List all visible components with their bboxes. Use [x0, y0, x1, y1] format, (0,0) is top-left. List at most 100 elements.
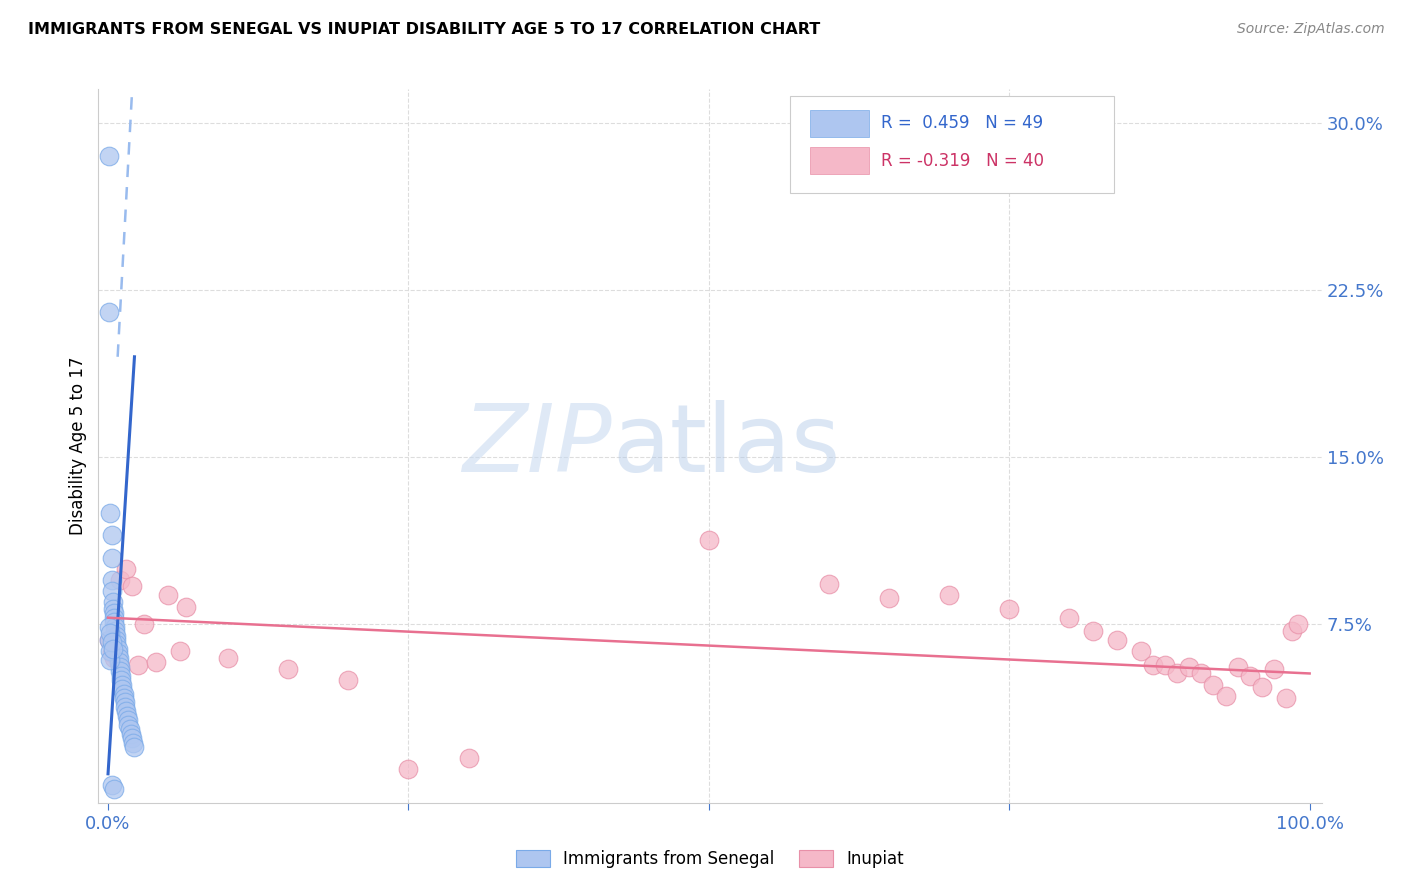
Point [104, 619, 127, 633]
Point [217, 651, 239, 665]
Point [1191, 666, 1213, 681]
Point [110, 673, 132, 687]
Point [938, 589, 960, 603]
Point [1250, 680, 1272, 694]
Point [108, 651, 131, 665]
Point [112, 690, 135, 705]
Point [1274, 690, 1296, 705]
Point [98, 633, 121, 648]
Point [457, 751, 479, 765]
Point [1286, 617, 1309, 632]
Point [98, 633, 121, 648]
Point [1142, 657, 1164, 672]
Point [101, 601, 124, 615]
Point [122, 735, 145, 749]
Point [121, 731, 143, 746]
Point [111, 678, 134, 692]
Point [117, 717, 139, 731]
Point [124, 740, 146, 755]
Point [103, 615, 125, 630]
Text: IMMIGRANTS FROM SENEGAL VS INUPIAT DISABILITY AGE 5 TO 17 CORRELATION CHART: IMMIGRANTS FROM SENEGAL VS INUPIAT DISAB… [28, 22, 820, 37]
Point [877, 591, 900, 605]
Point [103, 782, 125, 797]
Point [118, 723, 141, 737]
Point [111, 681, 134, 696]
Point [114, 699, 136, 714]
Point [1202, 678, 1225, 692]
Point [98, 619, 121, 633]
Text: ZIP: ZIP [463, 401, 612, 491]
Point [127, 657, 149, 672]
Point [1130, 644, 1153, 658]
Point [98, 149, 121, 163]
Point [1281, 624, 1303, 639]
Point [114, 696, 136, 710]
Point [100, 778, 122, 792]
Point [100, 644, 122, 658]
Point [697, 533, 720, 547]
Point [115, 562, 138, 576]
Point [108, 573, 131, 587]
FancyBboxPatch shape [790, 96, 1114, 193]
Point [1226, 660, 1249, 674]
Text: Source: ZipAtlas.com: Source: ZipAtlas.com [1237, 22, 1385, 37]
Point [1083, 624, 1105, 639]
Legend: Immigrants from Senegal, Inupiat: Immigrants from Senegal, Inupiat [508, 842, 912, 877]
Point [101, 642, 124, 657]
Point [107, 646, 129, 660]
Point [818, 577, 841, 591]
Point [1178, 660, 1201, 674]
Point [105, 628, 128, 642]
Text: R = -0.319   N = 40: R = -0.319 N = 40 [882, 152, 1045, 169]
Point [157, 589, 180, 603]
Point [100, 528, 122, 542]
Point [1059, 610, 1081, 624]
Point [396, 762, 419, 776]
Point [277, 662, 299, 676]
Point [117, 714, 139, 728]
Point [100, 635, 122, 649]
Point [103, 607, 125, 621]
FancyBboxPatch shape [810, 110, 869, 137]
Point [1239, 669, 1261, 683]
FancyBboxPatch shape [810, 147, 869, 174]
Point [132, 617, 155, 632]
Point [1107, 633, 1129, 648]
Point [100, 550, 122, 565]
Point [105, 633, 128, 648]
Point [1263, 662, 1285, 676]
Point [107, 642, 129, 657]
Point [112, 687, 135, 701]
Point [115, 705, 138, 719]
Point [105, 637, 128, 651]
Point [145, 655, 167, 669]
Point [103, 610, 125, 624]
Y-axis label: Disability Age 5 to 17: Disability Age 5 to 17 [69, 357, 87, 535]
Point [103, 651, 125, 665]
Point [100, 653, 122, 667]
Point [100, 573, 122, 587]
Point [100, 583, 122, 598]
Point [1215, 689, 1237, 703]
Point [100, 646, 122, 660]
Point [104, 624, 127, 639]
Point [174, 599, 197, 614]
Point [1154, 657, 1177, 672]
Point [108, 660, 131, 674]
Point [108, 664, 131, 678]
Text: R =  0.459   N = 49: R = 0.459 N = 49 [882, 114, 1043, 132]
Point [337, 673, 360, 687]
Point [117, 708, 139, 723]
Point [998, 601, 1021, 615]
Point [108, 655, 131, 669]
Point [121, 580, 143, 594]
Point [110, 669, 132, 683]
Point [120, 726, 142, 740]
Point [169, 644, 191, 658]
Text: atlas: atlas [612, 400, 841, 492]
Point [98, 305, 121, 319]
Point [1166, 666, 1188, 681]
Point [101, 595, 124, 609]
Point [100, 626, 122, 640]
Point [100, 506, 122, 520]
